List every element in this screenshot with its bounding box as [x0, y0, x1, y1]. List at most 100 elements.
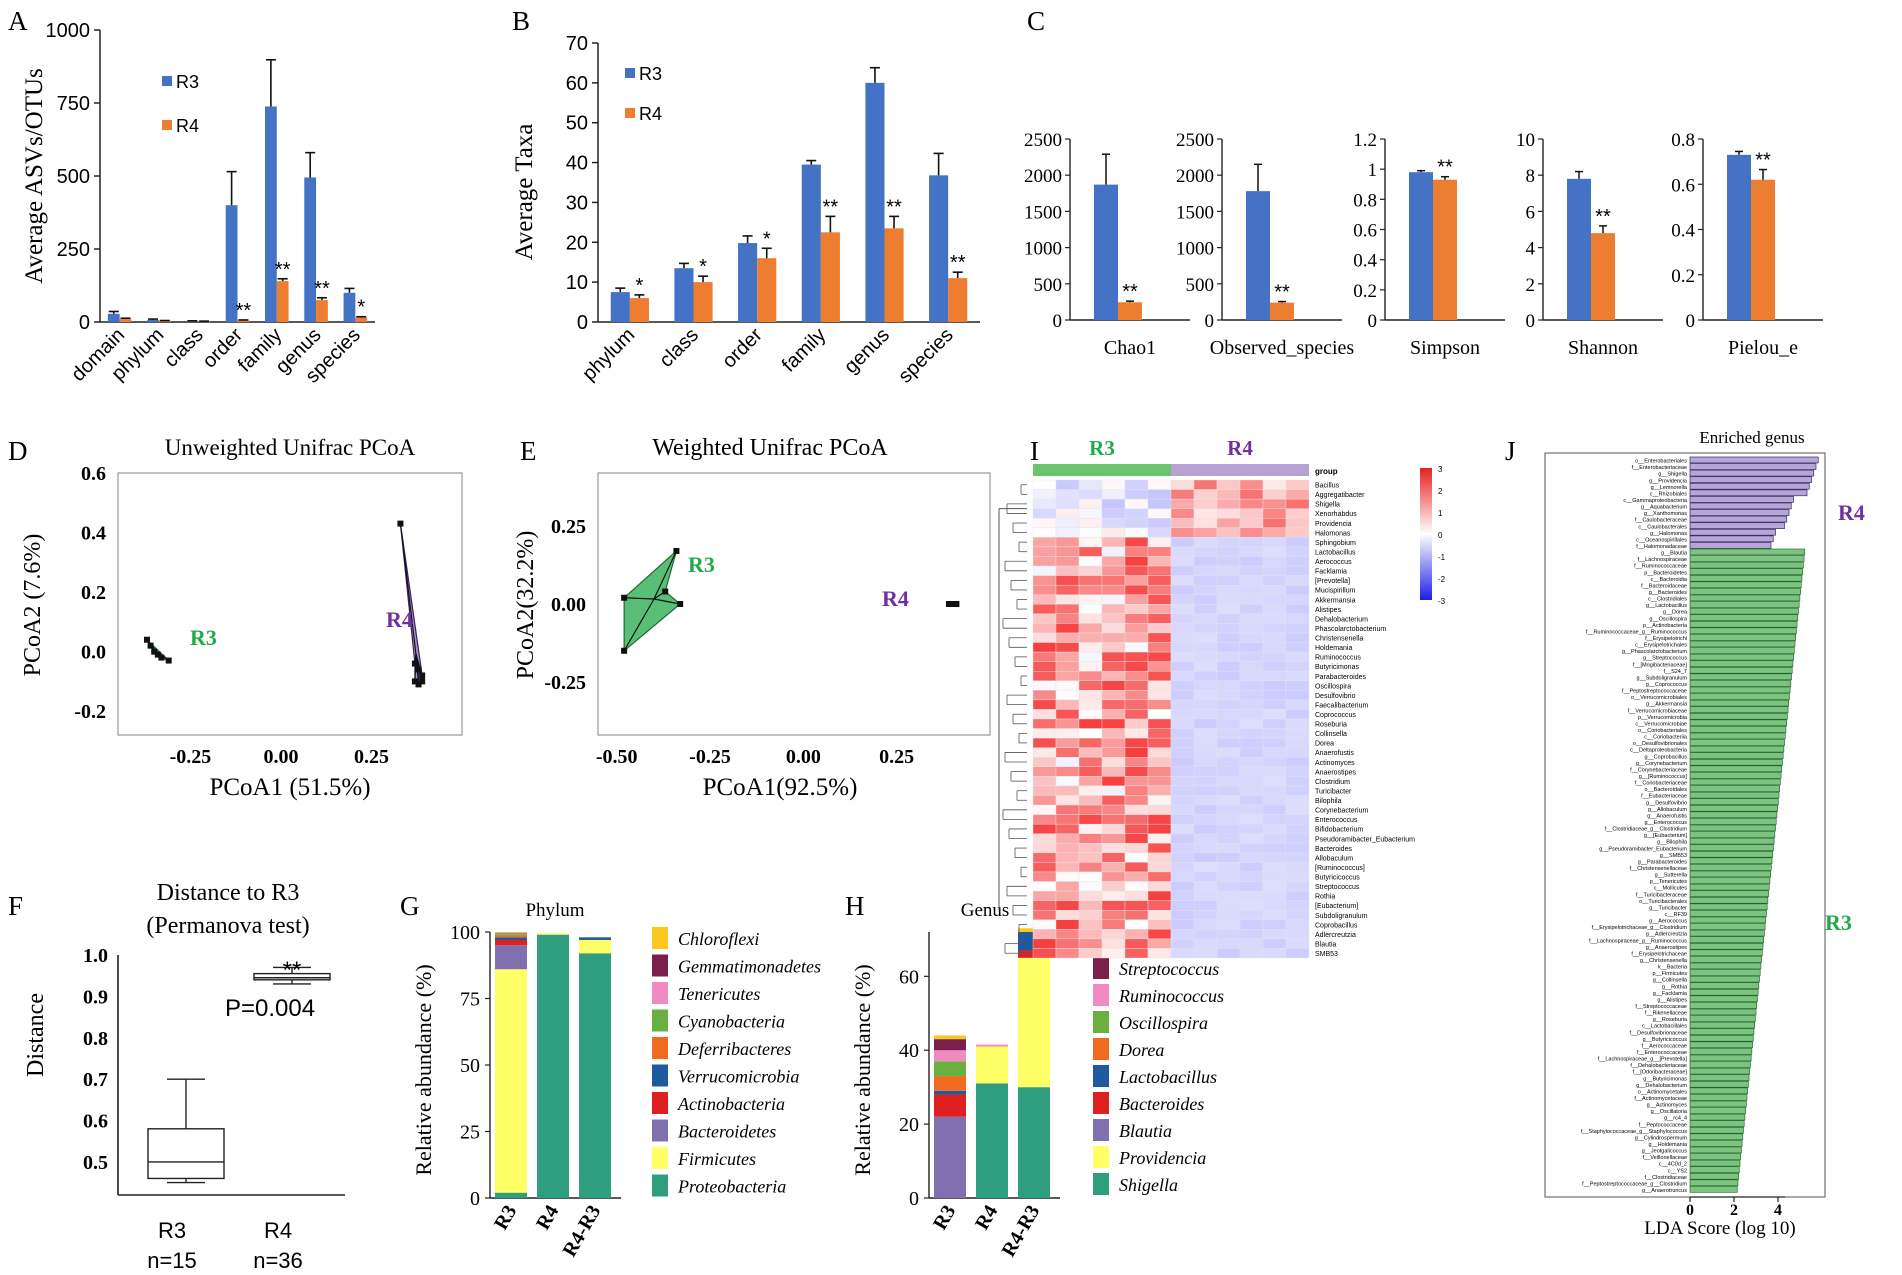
metric-label: Observed_species — [1210, 337, 1355, 359]
heatmap-cell — [1055, 565, 1080, 576]
heatmap-cell — [1285, 843, 1310, 854]
significance-mark: ** — [823, 196, 839, 218]
heatmap-cell — [1055, 699, 1080, 710]
heatmap-cell — [1285, 823, 1310, 834]
lda-bar-label: f__Enterococcaceae — [1637, 1050, 1687, 1056]
lda-bar-label: o__Enterobacteriales — [1635, 459, 1687, 465]
heatmap-cell — [1124, 575, 1149, 586]
r3-point — [143, 636, 150, 643]
row-label: Oscillospira — [1315, 683, 1351, 690]
lda-bar-r3 — [1689, 607, 1799, 615]
x-tick-label: 0.25 — [354, 746, 389, 768]
heatmap-cell — [1262, 575, 1287, 586]
lda-bar-label: g__Rothia — [1662, 984, 1688, 990]
heatmap-cell — [1078, 814, 1103, 825]
y-tick-label: 0.4 — [81, 523, 106, 545]
heatmap-cell — [1147, 881, 1172, 892]
stack-segment-firmicutes — [495, 969, 527, 1193]
heatmap-cell — [1262, 584, 1287, 595]
heatmap-cell — [1285, 604, 1310, 615]
y-tick-label: 500 — [1186, 275, 1215, 296]
bar-r3 — [1094, 184, 1118, 320]
row-label: Coprococcus — [1315, 712, 1356, 719]
heatmap-cell — [1216, 728, 1241, 739]
legend-swatch — [652, 1037, 668, 1059]
heatmap-cell — [1216, 804, 1241, 815]
lda-bar-r3 — [1689, 936, 1764, 943]
panel-j-chart: Enriched genuso__Enterobacterialesf__Ent… — [1544, 428, 1865, 1239]
heatmap-cell — [1078, 613, 1103, 624]
legend-label: R3 — [176, 72, 199, 92]
heatmap-cell — [1101, 766, 1126, 777]
heatmap-cell — [1032, 823, 1057, 834]
heatmap-cell — [1170, 795, 1195, 806]
lda-bar-r3 — [1689, 844, 1774, 851]
heatmap-cell — [1193, 709, 1218, 720]
heatmap-cell — [1170, 709, 1195, 720]
heatmap-cell — [1262, 852, 1287, 863]
heatmap-cell — [1262, 938, 1287, 949]
lda-bar-label: g__Desulfovibrio — [1646, 800, 1687, 806]
heatmap-cell — [1055, 690, 1080, 701]
lda-bar-r3 — [1689, 877, 1771, 884]
lda-bar-r3 — [1689, 1107, 1746, 1114]
legend-swatch — [1093, 1038, 1109, 1060]
heatmap-cell — [1285, 527, 1310, 538]
panel-letter-b: B — [512, 6, 530, 36]
legend-swatch-r4 — [625, 108, 635, 118]
bar-r3 — [929, 175, 949, 322]
panel-f-chart: Distance to R3 (Permanova test) 0.5 0.6 0.7 0… — [23, 880, 345, 1273]
heatmap-cell — [1101, 804, 1126, 815]
lda-bar-r3 — [1689, 929, 1765, 937]
heatmap-cell — [1124, 843, 1149, 854]
lda-bar-r4 — [1689, 476, 1812, 483]
heatmap-cell — [1147, 890, 1172, 901]
legend-swatch-r3 — [162, 76, 172, 86]
heatmap-cell — [1170, 594, 1195, 605]
heatmap-cell — [1170, 938, 1195, 949]
heatmap-cell — [1193, 575, 1218, 586]
lda-bar-r4 — [1689, 502, 1792, 510]
heatmap-cell — [1285, 498, 1310, 509]
stack-segment-firmicutes — [537, 933, 569, 935]
x-tick-label: R4 — [532, 1202, 563, 1234]
stack-segment-firmicutes — [579, 939, 611, 954]
heatmap-cell — [1170, 747, 1195, 758]
heatmap-cell — [1216, 785, 1241, 796]
heatmap-cell — [1032, 623, 1057, 634]
heatmap-cell — [1193, 938, 1218, 949]
heatmap-cell — [1262, 699, 1287, 710]
heatmap-cell — [1239, 537, 1264, 548]
heatmap-cell — [1170, 814, 1195, 825]
x-tick-label: -0.25 — [689, 746, 731, 768]
heatmap-cell — [1055, 814, 1080, 825]
group-label-r4: R4 — [882, 586, 909, 611]
y-tick-label: 0.2 — [1671, 266, 1695, 287]
heatmap-cell — [1147, 871, 1172, 882]
row-label: Parabacteroides — [1315, 674, 1366, 681]
heatmap-cell — [1285, 795, 1310, 806]
heatmap-cell — [1124, 651, 1149, 662]
lda-bar-r3 — [1689, 680, 1792, 687]
heatmap-cell — [1216, 671, 1241, 681]
heatmap-cell — [1124, 594, 1149, 605]
heatmap-cell — [1262, 776, 1287, 787]
sample-count: n=15 — [147, 1248, 197, 1273]
heatmap-cell — [1193, 537, 1218, 548]
r4-point — [953, 601, 960, 607]
row-label: Blautia — [1315, 941, 1337, 948]
heatmap-cell — [1032, 833, 1057, 844]
y-tick-label: 0.5 — [83, 1152, 108, 1174]
heatmap-cell — [1239, 604, 1264, 615]
r3-point — [621, 594, 628, 601]
heatmap-cell — [1078, 871, 1103, 882]
bar-r4 — [1591, 233, 1615, 320]
heatmap-cell — [1147, 651, 1172, 662]
heatmap-cell — [1124, 671, 1149, 681]
heatmap-cell — [1170, 881, 1195, 892]
heatmap-cell — [1055, 642, 1080, 653]
heatmap-cell — [1170, 661, 1195, 672]
y-tick-label: 1500 — [1176, 202, 1214, 223]
heatmap-cell — [1101, 709, 1126, 720]
